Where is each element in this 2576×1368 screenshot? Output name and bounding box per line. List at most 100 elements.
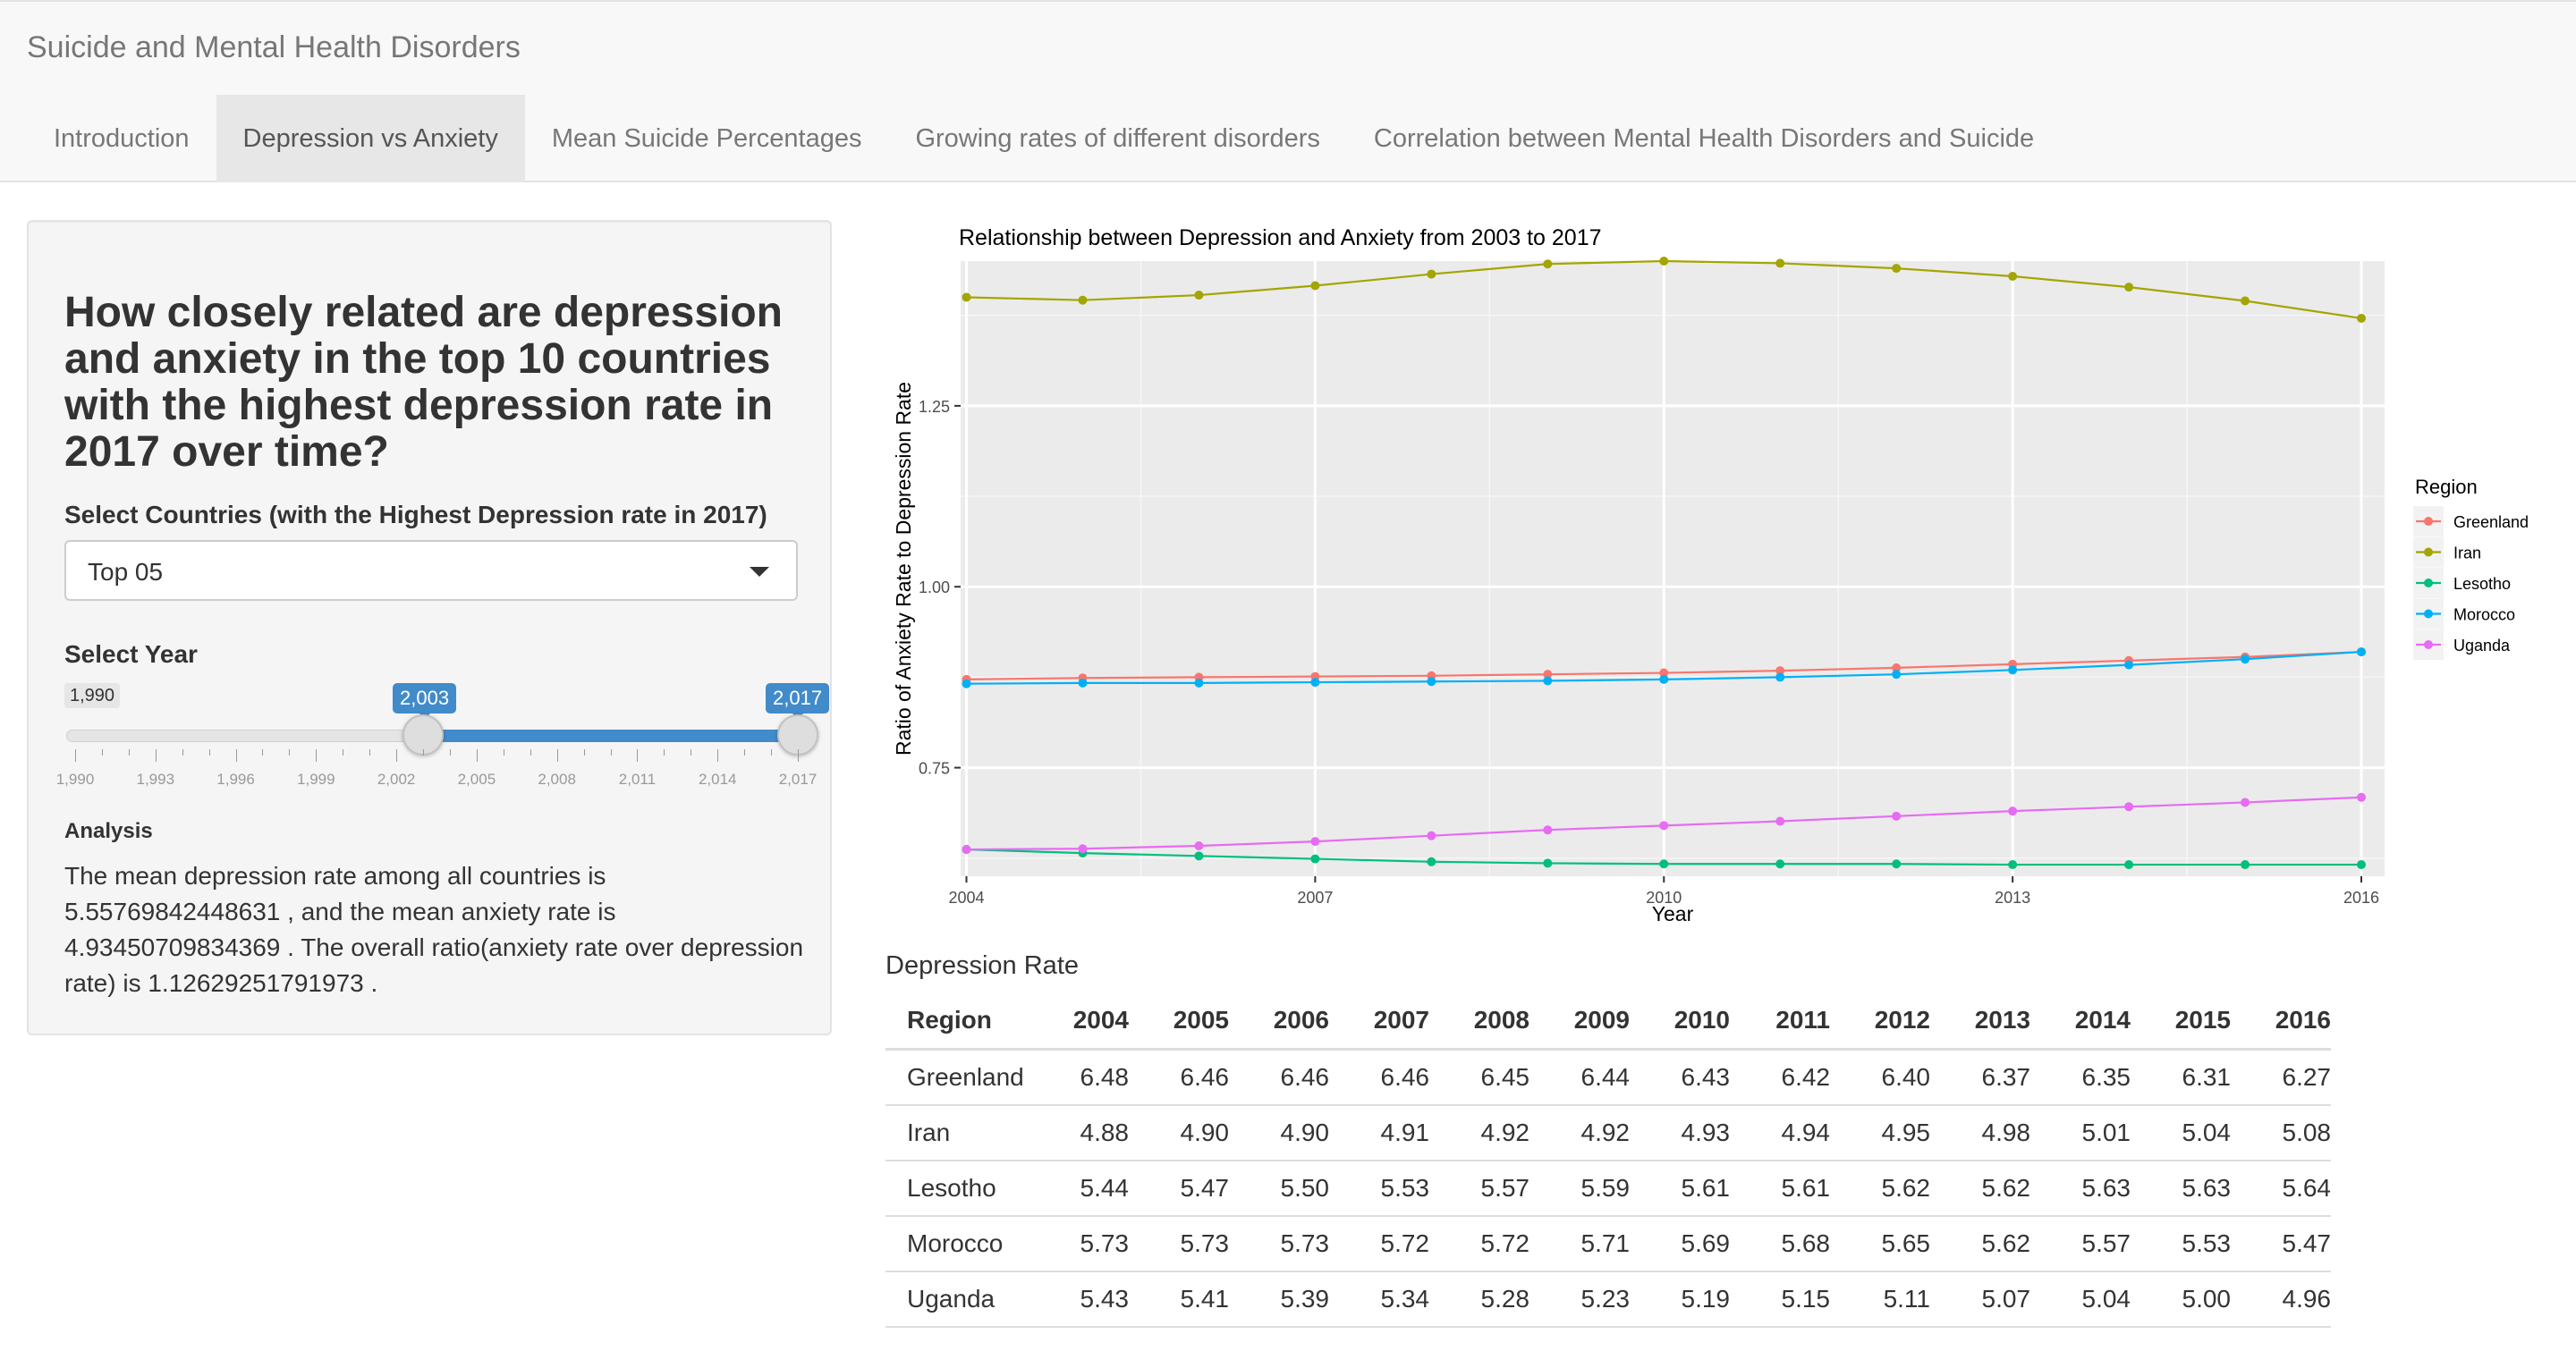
- slider-tick: [476, 749, 478, 762]
- region-cell: Iran: [886, 1105, 1029, 1161]
- column-header-year: 2016: [2231, 992, 2331, 1051]
- slider-selected-range[interactable]: [423, 730, 798, 742]
- value-cell: 4.90: [1229, 1105, 1329, 1161]
- value-cell: 6.31: [2131, 1049, 2231, 1106]
- value-cell: 5.28: [1429, 1271, 1530, 1328]
- slider-tick: [182, 749, 183, 756]
- legend: Region Greenland Iran Lesotho Morocco Uganda: [2413, 476, 2529, 660]
- tab-depression-vs-anxiety[interactable]: Depression vs Anxiety: [216, 95, 525, 182]
- x-tick-label: 2013: [1995, 889, 2030, 907]
- chart-title: Relationship between Depression and Anxi…: [959, 225, 1602, 250]
- value-cell: 5.39: [1229, 1271, 1329, 1328]
- data-point-morocco: [1892, 670, 1902, 680]
- slider-tick: [128, 749, 130, 756]
- value-cell: 5.73: [1229, 1216, 1329, 1272]
- data-point-iran: [1543, 259, 1553, 269]
- column-header-year: 2015: [2131, 992, 2231, 1051]
- slider-tick: [664, 749, 665, 756]
- column-header-year: 2006: [1229, 992, 1329, 1051]
- value-cell: 5.04: [2030, 1271, 2131, 1328]
- data-point-greenland: [1892, 663, 1902, 672]
- year-select-label: Select Year: [64, 640, 198, 668]
- value-cell: 5.73: [1029, 1216, 1129, 1272]
- slider-grid-label: 2,005: [457, 771, 496, 788]
- slider-min-label: 1,990: [64, 683, 121, 708]
- column-header-year: 2010: [1630, 992, 1730, 1051]
- value-cell: 5.71: [1530, 1216, 1630, 1272]
- slider-grid-label: 2,017: [778, 771, 818, 788]
- data-point-uganda: [1194, 841, 1204, 851]
- value-cell: 5.19: [1630, 1271, 1730, 1328]
- value-cell: 6.48: [1029, 1049, 1129, 1106]
- data-point-uganda: [2124, 802, 2134, 812]
- value-cell: 5.61: [1630, 1161, 1730, 1217]
- legend-label-iran: Iran: [2453, 545, 2481, 562]
- legend-key-point: [2424, 517, 2433, 526]
- slider-from-handle[interactable]: [402, 714, 445, 756]
- slider-grid-label: 2,008: [538, 771, 576, 788]
- country-select-label: Select Countries (with the Highest Depre…: [64, 501, 767, 528]
- x-tick-label: 2016: [2343, 889, 2379, 907]
- column-header-year: 2012: [1830, 992, 1930, 1051]
- value-cell: 4.90: [1129, 1105, 1229, 1161]
- caret-down-icon: [750, 567, 769, 577]
- legend-label-uganda: Uganda: [2453, 637, 2511, 654]
- y-axis-label: Ratio of Anxiety Rate to Depression Rate: [892, 382, 915, 756]
- value-cell: 6.27: [2231, 1049, 2331, 1106]
- data-point-uganda: [2357, 792, 2367, 802]
- slider-tick: [530, 749, 531, 756]
- data-point-uganda: [2241, 798, 2250, 807]
- data-point-morocco: [1310, 678, 1320, 688]
- analysis-heading: Analysis: [64, 819, 153, 843]
- navbar: Suicide and Mental Health Disorders Intr…: [0, 0, 2576, 182]
- slider-tick: [610, 749, 612, 756]
- value-cell: 6.44: [1530, 1049, 1630, 1106]
- data-point-uganda: [1427, 831, 1436, 840]
- slider-grid-label: 1,990: [55, 771, 95, 788]
- legend-key-point: [2424, 547, 2433, 557]
- value-cell: 4.88: [1029, 1105, 1129, 1161]
- value-cell: 5.73: [1129, 1216, 1229, 1272]
- slider-tick: [101, 749, 103, 756]
- value-cell: 5.07: [1930, 1271, 2030, 1328]
- data-point-morocco: [1078, 678, 1088, 688]
- value-cell: 5.72: [1429, 1216, 1530, 1272]
- value-cell: 5.57: [2030, 1216, 2131, 1272]
- region-cell: Morocco: [886, 1216, 1029, 1272]
- slider-from-label: 2,003: [393, 683, 457, 719]
- tab-growing-rates[interactable]: Growing rates of different disorders: [915, 124, 1320, 153]
- slider-grid-label: 2,014: [698, 771, 737, 788]
- slider-tick: [637, 749, 639, 762]
- data-point-iran: [1194, 291, 1204, 300]
- data-point-uganda: [1775, 816, 1785, 826]
- data-point-uganda: [1543, 825, 1553, 835]
- value-cell: 6.46: [1229, 1049, 1329, 1106]
- data-point-greenland: [1543, 670, 1553, 680]
- column-header-year: 2007: [1329, 992, 1429, 1051]
- data-point-iran: [2357, 313, 2367, 323]
- value-cell: 5.72: [1329, 1216, 1429, 1272]
- data-point-uganda: [1078, 844, 1088, 854]
- country-select[interactable]: Top 05: [64, 540, 798, 601]
- value-cell: 5.11: [1830, 1271, 1930, 1328]
- data-point-lesotho: [2241, 860, 2250, 870]
- region-cell: Greenland: [886, 1049, 1029, 1106]
- data-point-lesotho: [1310, 854, 1320, 864]
- value-cell: 6.45: [1429, 1049, 1530, 1106]
- tab-bar: Introduction Depression vs Anxiety Mean …: [27, 95, 2061, 182]
- value-cell: 6.43: [1630, 1049, 1730, 1106]
- app-title[interactable]: Suicide and Mental Health Disorders: [27, 30, 521, 64]
- data-point-lesotho: [2357, 860, 2367, 870]
- tab-correlation[interactable]: Correlation between Mental Health Disord…: [1373, 124, 2035, 153]
- tab-mean-suicide-percentages[interactable]: Mean Suicide Percentages: [551, 124, 862, 153]
- tab-introduction[interactable]: Introduction: [54, 124, 190, 153]
- value-cell: 5.43: [1029, 1271, 1129, 1328]
- data-point-lesotho: [1775, 859, 1785, 869]
- slider-tick: [423, 749, 425, 756]
- legend-key-point: [2424, 640, 2433, 649]
- data-point-morocco: [2124, 660, 2134, 670]
- analysis-text: The mean depression rate among all count…: [64, 862, 804, 997]
- column-header-year: 2008: [1429, 992, 1530, 1051]
- data-point-lesotho: [2124, 860, 2134, 870]
- value-cell: 4.93: [1630, 1105, 1730, 1161]
